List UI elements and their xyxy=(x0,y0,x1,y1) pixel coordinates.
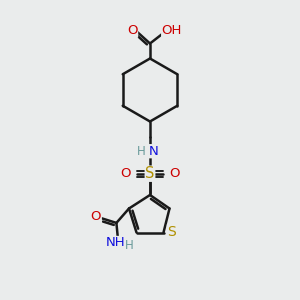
Text: O: O xyxy=(120,167,131,180)
Text: O: O xyxy=(127,24,138,37)
Text: OH: OH xyxy=(162,24,182,37)
Text: NH: NH xyxy=(106,236,125,250)
Text: S: S xyxy=(167,225,176,238)
Text: S: S xyxy=(145,166,155,181)
Text: H: H xyxy=(125,238,134,252)
Text: H: H xyxy=(137,145,146,158)
Text: O: O xyxy=(91,210,101,224)
Text: N: N xyxy=(149,145,158,158)
Text: O: O xyxy=(169,167,180,180)
